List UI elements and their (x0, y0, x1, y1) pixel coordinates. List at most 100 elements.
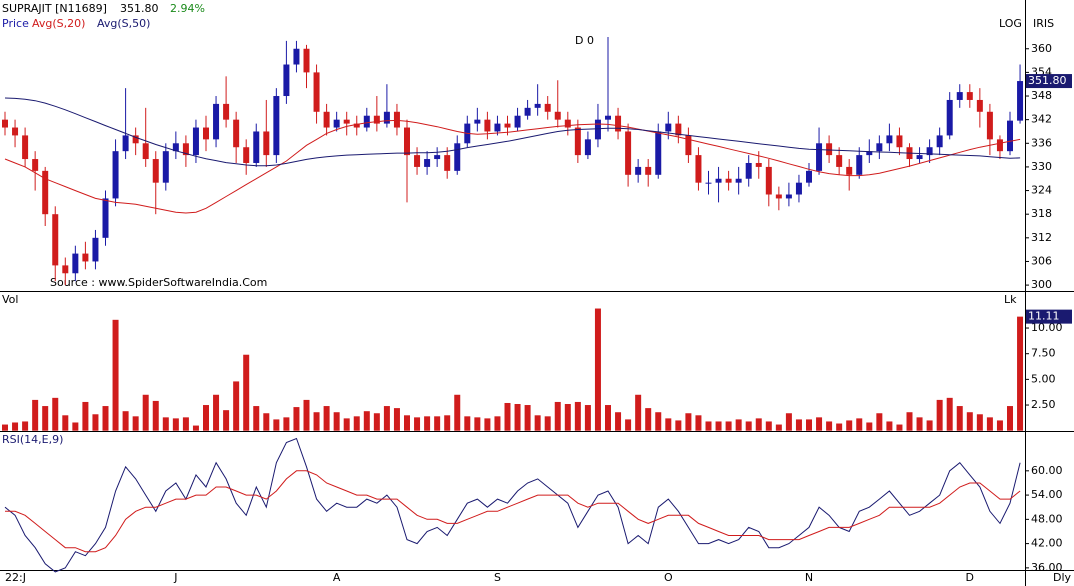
volume-bar (464, 416, 471, 431)
candle-body (976, 99, 983, 112)
iris-button[interactable]: IRIS (1033, 17, 1054, 30)
candle-body (916, 155, 923, 160)
last-volume-box (1026, 309, 1072, 324)
x-tick-label: A (333, 571, 341, 584)
candle-body (444, 155, 451, 171)
volume-bar (142, 394, 149, 431)
candle-body (946, 99, 953, 136)
candle-body (42, 170, 49, 215)
volume-bar (755, 418, 762, 431)
candle-body (826, 143, 833, 156)
y-tick-label: 42.00 (1031, 537, 1063, 550)
y-tick-label: 330 (1031, 160, 1052, 173)
candle-body (715, 178, 722, 183)
volume-bar (534, 415, 541, 431)
candle-body (785, 194, 792, 199)
volume-bar (434, 416, 441, 431)
volume-bar (806, 419, 812, 431)
period-label: Dly (1053, 571, 1072, 584)
candle-body (605, 115, 611, 120)
candle-body (122, 135, 129, 152)
volume-bar (192, 425, 199, 431)
candle-body (494, 123, 501, 132)
volume-bar (675, 420, 682, 431)
volume-bar (876, 413, 883, 431)
volume-bar (42, 406, 49, 431)
volume-bar (494, 416, 501, 431)
x-tick-label: 22:J (5, 571, 26, 584)
candle-body (1007, 120, 1013, 152)
volume-bar (283, 417, 290, 431)
candle-body (82, 253, 89, 262)
volume-bar (765, 421, 772, 431)
volume-bar (956, 406, 963, 431)
candle-body (675, 123, 682, 136)
candle-body (956, 92, 963, 100)
candle-body (203, 127, 209, 140)
candle-body (504, 123, 511, 128)
volume-bar (775, 424, 782, 431)
volume-bar (554, 401, 561, 431)
candle-body (253, 131, 260, 163)
volume-bar (986, 417, 993, 431)
candle-body (554, 111, 561, 120)
y-tick-label: 306 (1031, 254, 1052, 267)
candle-body (2, 119, 8, 128)
legend-entry: Avg(S,20) (32, 17, 85, 30)
volume-bar (273, 419, 280, 431)
volume-bar (203, 405, 209, 431)
volume-bar (936, 399, 943, 431)
price-change: 2.94% (170, 2, 205, 15)
volume-bar (52, 397, 59, 431)
volume-bar (594, 308, 601, 431)
volume-bar (182, 417, 189, 431)
candle-body (866, 151, 873, 156)
candle-body (323, 111, 330, 128)
volume-bar (353, 416, 360, 431)
last-price-box (1026, 74, 1072, 89)
candle-body (454, 143, 461, 171)
y-tick-label: 7.50 (1031, 347, 1056, 360)
candle-body (213, 103, 220, 140)
volume-bar (826, 421, 833, 431)
volume-bar (504, 402, 511, 431)
volume-bar (996, 420, 1003, 431)
candle-body (383, 111, 390, 124)
volume-bar (514, 404, 521, 431)
volume-bar (695, 415, 702, 431)
candle-body (112, 151, 119, 199)
candle-body (795, 182, 802, 195)
candle-body (625, 131, 632, 175)
x-tick-label: O (664, 571, 673, 584)
candle-body (303, 48, 310, 73)
candle-body (645, 166, 652, 175)
volume-bar (544, 416, 551, 431)
legend-entry: Avg(S,50) (97, 17, 150, 30)
volume-bar (112, 319, 119, 431)
y-tick-label: 324 (1031, 184, 1052, 197)
volume-bar (1017, 316, 1024, 431)
candle-body (434, 155, 441, 160)
candle-body (72, 253, 79, 274)
volume-bar (454, 394, 461, 431)
volume-bar (896, 424, 903, 431)
legend-entry: Price (2, 17, 29, 30)
candle-body (594, 119, 601, 140)
volume-bar (172, 418, 179, 431)
y-tick-label: 5.00 (1031, 372, 1056, 385)
volume-bar (574, 401, 581, 431)
candle-body (584, 139, 591, 156)
log-button[interactable]: LOG (999, 17, 1022, 30)
y-tick-label: 54.00 (1031, 488, 1063, 501)
candle-body (424, 159, 431, 167)
candle-body (273, 96, 280, 156)
volume-bar (866, 422, 873, 431)
volume-bar (122, 411, 129, 431)
panel-title: Vol (2, 293, 18, 306)
volume-bar (444, 415, 451, 431)
candle-body (12, 127, 19, 136)
volume-bar (323, 406, 330, 431)
volume-bar (414, 417, 421, 431)
volume-bar (393, 408, 400, 431)
